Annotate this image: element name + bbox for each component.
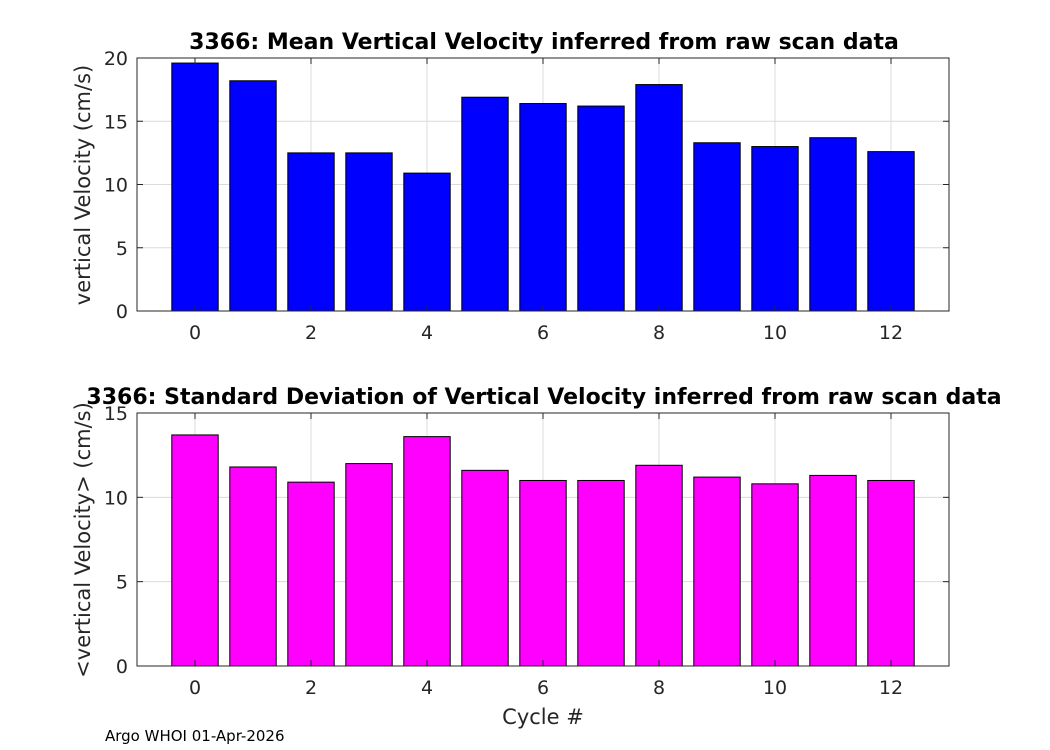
mean-xtick-label: 0 xyxy=(189,322,201,344)
cycle-xlabel: Cycle # xyxy=(502,705,584,729)
mean-bar-cycle-12 xyxy=(867,151,915,312)
std-bar-cycle-3 xyxy=(345,463,393,667)
mean-xtick-label: 6 xyxy=(537,322,549,344)
std-bars xyxy=(171,434,915,667)
std-bar-cycle-4 xyxy=(403,436,451,667)
mean-bar-cycle-11 xyxy=(809,137,857,312)
std-xtick-label: 6 xyxy=(537,677,549,699)
mean-bars xyxy=(171,62,915,312)
mean-ticks: 0 2 4 6 8 10 12 0 5 10 15 20 xyxy=(104,48,949,344)
mean-bar-cycle-9 xyxy=(693,142,741,312)
mean-bar-cycle-6 xyxy=(519,103,567,312)
std-xtick-label: 2 xyxy=(305,677,317,699)
std-bar-cycle-10 xyxy=(751,483,799,667)
mean-xtick-label: 12 xyxy=(879,322,903,344)
std-xtick-label: 0 xyxy=(189,677,201,699)
std-bar-cycle-1 xyxy=(229,466,277,667)
mean-bar-cycle-8 xyxy=(635,84,683,312)
mean-velocity-title: 3366: Mean Vertical Velocity inferred fr… xyxy=(189,30,899,55)
mean-velocity-ylabel: vertical Velocity (cm/s) xyxy=(71,65,95,305)
std-ytick-label: 10 xyxy=(104,487,128,509)
std-bar-cycle-12 xyxy=(867,479,915,667)
mean-bar-cycle-5 xyxy=(461,96,509,312)
std-ytick-label: 0 xyxy=(116,656,128,678)
mean-ytick-label: 5 xyxy=(116,238,128,260)
std-xtick-label: 12 xyxy=(879,677,903,699)
mean-xtick-label: 10 xyxy=(763,322,787,344)
mean-bar-cycle-3 xyxy=(345,152,393,312)
std-bar-cycle-9 xyxy=(693,476,741,667)
std-bar-cycle-6 xyxy=(519,479,567,667)
mean-xtick-label: 2 xyxy=(305,322,317,344)
std-xtick-label: 4 xyxy=(421,677,433,699)
std-xtick-label: 10 xyxy=(763,677,787,699)
std-velocity-ylabel: <vertical Velocity> (cm/s) xyxy=(71,402,95,678)
std-ytick-label: 5 xyxy=(116,572,128,594)
std-ytick-label: 15 xyxy=(104,403,128,425)
mean-bar-cycle-4 xyxy=(403,172,451,312)
std-ticks: 0 2 4 6 8 10 12 0 5 10 15 xyxy=(104,403,949,699)
std-bar-cycle-0 xyxy=(171,434,219,667)
mean-xtick-label: 4 xyxy=(421,322,433,344)
mean-xtick-label: 8 xyxy=(653,322,665,344)
mean-bar-cycle-0 xyxy=(171,62,219,312)
std-xtick-label: 8 xyxy=(653,677,665,699)
std-bar-cycle-2 xyxy=(287,481,335,667)
mean-ytick-label: 15 xyxy=(104,111,128,133)
std-velocity-title: 3366: Standard Deviation of Vertical Vel… xyxy=(86,385,1001,410)
std-bar-cycle-5 xyxy=(461,469,509,667)
std-bar-cycle-7 xyxy=(577,479,625,667)
mean-ytick-label: 0 xyxy=(116,301,128,323)
mean-bar-cycle-10 xyxy=(751,146,799,312)
mean-bar-cycle-2 xyxy=(287,152,335,312)
mean-velocity-plot: 3366: Mean Vertical Velocity inferred fr… xyxy=(71,30,950,344)
mean-bar-cycle-1 xyxy=(229,80,277,312)
std-bar-cycle-11 xyxy=(809,474,857,667)
mean-bar-cycle-7 xyxy=(577,105,625,312)
std-velocity-plot: 3366: Standard Deviation of Vertical Vel… xyxy=(71,385,1002,729)
mean-ytick-label: 10 xyxy=(104,175,128,197)
std-bar-cycle-8 xyxy=(635,464,683,667)
footer-credit: Argo WHOI 01-Apr-2026 xyxy=(105,727,285,745)
mean-ytick-label: 20 xyxy=(104,48,128,70)
